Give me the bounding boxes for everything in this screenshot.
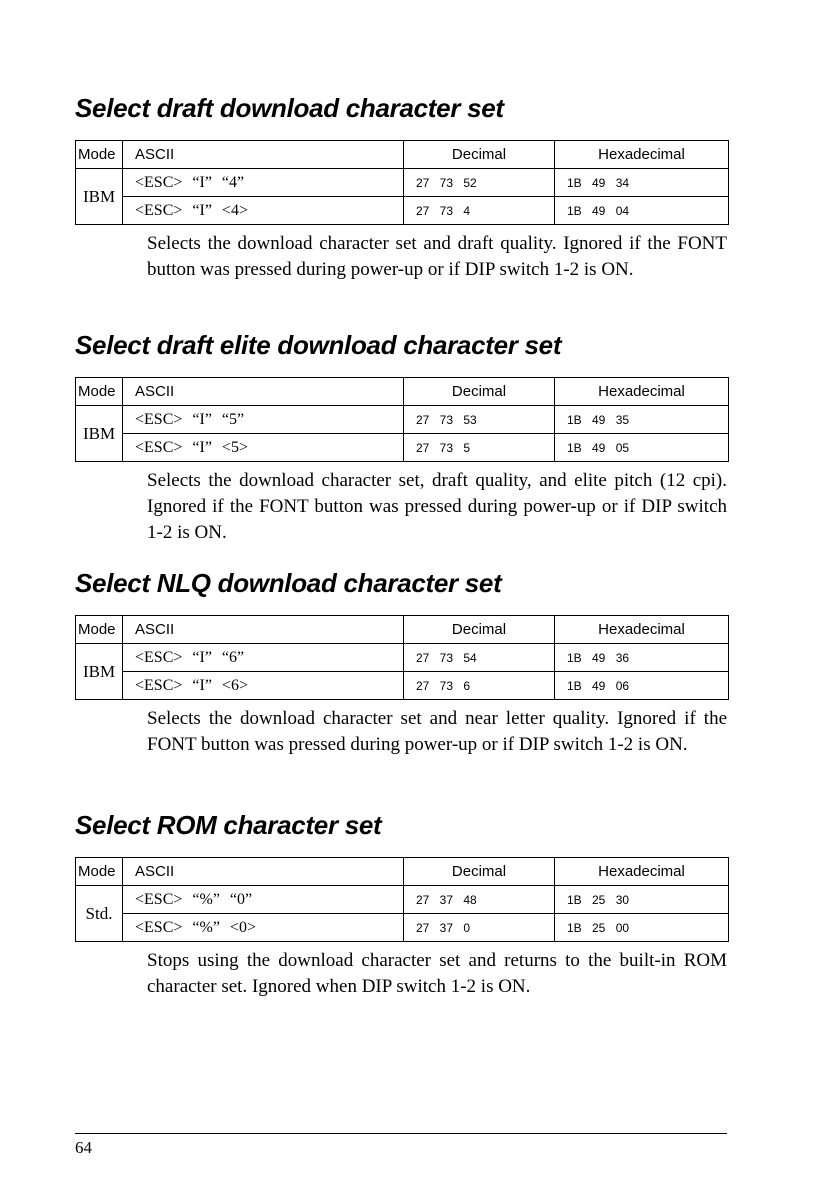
ascii-cell: <ESC> “I” <6> <box>122 671 404 700</box>
ascii-cell: <ESC> “%” “0” <box>122 885 404 914</box>
decimal-cell: 27 73 4 <box>403 196 555 225</box>
table-row: IBM <ESC> “I” “4” 27 73 52 1B 49 34 <box>75 168 729 225</box>
command-section: Select draft elite download character se… <box>75 325 730 546</box>
page-number: 64 <box>75 1138 92 1157</box>
table-row: Std. <ESC> “%” “0” 27 37 48 1B 25 30 <box>75 885 729 942</box>
section-description: Selects the download character set and n… <box>147 708 727 755</box>
decimal-cell: 27 37 48 <box>403 885 555 914</box>
ascii-cell: <ESC> “I” “4” <box>122 168 404 197</box>
table-row: <ESC> “I” <6> 27 73 6 1B 49 06 <box>76 671 729 700</box>
command-table: Mode ASCII Decimal Hexadecimal IBM <ESC>… <box>75 140 729 225</box>
section-title: Select draft elite download character se… <box>75 330 562 360</box>
table-row: <ESC> “I” <5> 27 73 5 1B 49 05 <box>76 433 729 462</box>
ascii-cell: <ESC> “I” “5” <box>122 405 404 434</box>
command-table: Mode ASCII Decimal Hexadecimal Std. <ESC… <box>75 857 729 942</box>
header-mode: Mode <box>75 857 123 886</box>
header-ascii: ASCII <box>122 377 404 406</box>
hex-cell: 1B 25 30 <box>554 885 729 914</box>
section-title: Select ROM character set <box>75 810 382 840</box>
decimal-cell: 27 73 5 <box>403 433 555 462</box>
table-header-row: Mode ASCII Decimal Hexadecimal <box>75 377 729 406</box>
table-header-row: Mode ASCII Decimal Hexadecimal <box>75 615 729 644</box>
header-hex: Hexadecimal <box>554 377 729 406</box>
table-row: IBM <ESC> “I” “5” 27 73 53 1B 49 35 <box>75 405 729 462</box>
header-decimal: Decimal <box>403 377 555 406</box>
ascii-cell: <ESC> “I” “6” <box>122 643 404 672</box>
mode-cell: IBM <box>75 643 123 700</box>
header-hex: Hexadecimal <box>554 140 729 169</box>
section-description: Selects the download character set and d… <box>147 233 727 280</box>
header-decimal: Decimal <box>403 615 555 644</box>
footer-rule <box>75 1133 727 1134</box>
ascii-cell: <ESC> “I” <4> <box>122 196 404 225</box>
table-row: IBM <ESC> “I” “6” 27 73 54 1B 49 36 <box>75 643 729 700</box>
command-table: Mode ASCII Decimal Hexadecimal IBM <ESC>… <box>75 377 729 462</box>
hex-cell: 1B 49 05 <box>554 433 729 462</box>
header-mode: Mode <box>75 377 123 406</box>
decimal-cell: 27 73 6 <box>403 671 555 700</box>
ascii-cell: <ESC> “%” <0> <box>122 913 404 942</box>
header-mode: Mode <box>75 140 123 169</box>
hex-cell: 1B 49 36 <box>554 643 729 672</box>
ascii-cell: <ESC> “I” <5> <box>122 433 404 462</box>
mode-cell: IBM <box>75 405 123 462</box>
command-table: Mode ASCII Decimal Hexadecimal IBM <ESC>… <box>75 615 729 700</box>
header-hex: Hexadecimal <box>554 857 729 886</box>
header-decimal: Decimal <box>403 140 555 169</box>
table-header-row: Mode ASCII Decimal Hexadecimal <box>75 857 729 886</box>
header-decimal: Decimal <box>403 857 555 886</box>
hex-cell: 1B 49 34 <box>554 168 729 197</box>
command-section: Select draft download character set Mode… <box>75 88 730 283</box>
mode-cell: IBM <box>75 168 123 225</box>
command-section: Select NLQ download character set Mode A… <box>75 563 730 758</box>
section-title: Select NLQ download character set <box>75 568 502 598</box>
command-section: Select ROM character set Mode ASCII Deci… <box>75 805 730 1000</box>
hex-cell: 1B 25 00 <box>554 913 729 942</box>
section-description: Stops using the download character set a… <box>147 950 727 997</box>
mode-cell: Std. <box>75 885 123 942</box>
table-row: <ESC> “%” <0> 27 37 0 1B 25 00 <box>76 913 729 942</box>
hex-cell: 1B 49 06 <box>554 671 729 700</box>
decimal-cell: 27 73 54 <box>403 643 555 672</box>
hex-cell: 1B 49 35 <box>554 405 729 434</box>
section-title: Select draft download character set <box>75 93 504 123</box>
decimal-cell: 27 37 0 <box>403 913 555 942</box>
decimal-cell: 27 73 52 <box>403 168 555 197</box>
decimal-cell: 27 73 53 <box>403 405 555 434</box>
hex-cell: 1B 49 04 <box>554 196 729 225</box>
header-ascii: ASCII <box>122 857 404 886</box>
section-description: Selects the download character set, draf… <box>147 470 727 543</box>
table-header-row: Mode ASCII Decimal Hexadecimal <box>75 140 729 169</box>
header-mode: Mode <box>75 615 123 644</box>
table-row: <ESC> “I” <4> 27 73 4 1B 49 04 <box>76 196 729 225</box>
header-ascii: ASCII <box>122 140 404 169</box>
header-ascii: ASCII <box>122 615 404 644</box>
header-hex: Hexadecimal <box>554 615 729 644</box>
